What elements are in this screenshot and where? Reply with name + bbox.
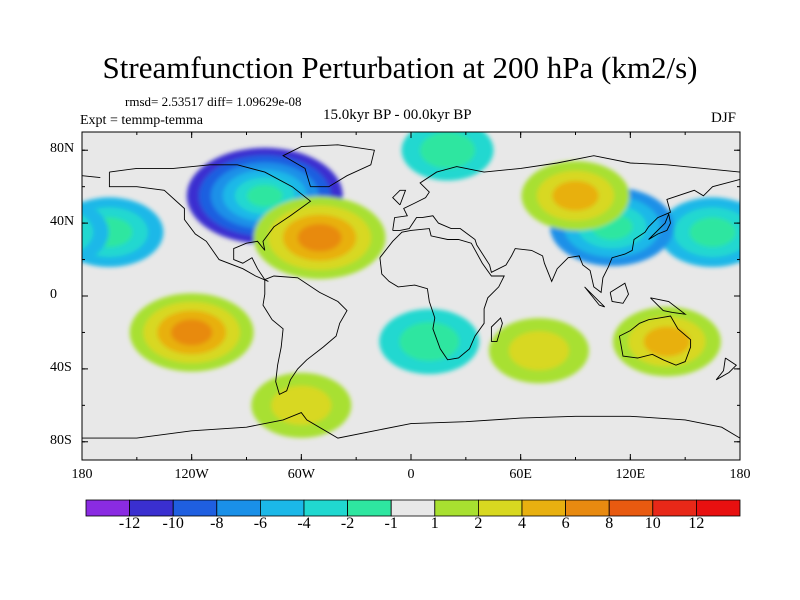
colorbar-tick-label: -4 xyxy=(297,515,311,532)
colorbar-tick-label: 12 xyxy=(688,515,705,532)
lon-label: 180 xyxy=(71,467,93,482)
field-contour xyxy=(643,326,691,357)
colorbar-swatch xyxy=(652,499,697,517)
coastline xyxy=(618,315,692,366)
lon-label: 60W xyxy=(287,467,315,482)
colorbar-swatch xyxy=(172,499,218,517)
coastlines xyxy=(82,144,740,439)
colorbar-tick-label: -10 xyxy=(162,515,184,532)
field-contour xyxy=(399,321,460,362)
colorbar-swatch xyxy=(347,499,392,517)
coastline xyxy=(490,317,503,343)
coastline xyxy=(609,282,629,304)
lat-label: 0 xyxy=(50,287,57,302)
coastline xyxy=(715,357,738,381)
colorbar-swatch xyxy=(521,499,566,517)
chart-title: Streamfunction Perturbation at 200 hPa (… xyxy=(102,50,698,85)
colorbar-tick-label: 8 xyxy=(605,515,614,532)
colorbar-swatch xyxy=(608,499,654,517)
colorbar-tick-label: -6 xyxy=(253,515,268,532)
experiment-label: Expt = temmp-temma xyxy=(80,113,203,128)
field-contour xyxy=(508,331,569,371)
colorbar-tick-label: 10 xyxy=(644,515,661,532)
colorbar-swatch xyxy=(565,499,610,517)
field-contour xyxy=(744,217,790,247)
colorbar-swatch xyxy=(434,499,479,517)
stats-text: rmsd= 2.53517 diff= 1.09629e-08 xyxy=(125,94,302,109)
lat-label: 80S xyxy=(50,432,72,448)
lat-label: 80N xyxy=(50,141,75,157)
colorbar-swatch xyxy=(303,499,348,517)
colorbar-tick-label: -12 xyxy=(118,515,141,532)
field-contour xyxy=(552,180,599,211)
lon-label: 0 xyxy=(407,467,415,482)
coastline xyxy=(379,228,505,361)
axis-ticks xyxy=(81,132,741,460)
field-contour xyxy=(689,217,736,248)
lon-label: 180 xyxy=(729,467,751,482)
field-contour xyxy=(82,202,109,263)
period-label: 15.0kyr BP - 00.0kyr BP xyxy=(323,107,472,123)
coastline xyxy=(108,164,312,282)
coastline xyxy=(282,144,375,188)
colorbar-tick-label: -8 xyxy=(210,515,224,532)
lon-label: 60E xyxy=(509,467,532,482)
coastline xyxy=(650,297,687,315)
coastline xyxy=(392,178,740,294)
colorbar-swatch xyxy=(259,499,305,517)
field-contour xyxy=(297,223,342,252)
field-layer xyxy=(82,132,790,460)
coastline xyxy=(584,286,606,308)
lat-label: 40S xyxy=(50,359,72,375)
lon-label: 120E xyxy=(615,467,646,482)
colorbar-swatch xyxy=(696,499,741,517)
coastline xyxy=(262,275,348,396)
coastline xyxy=(82,175,101,179)
season-label: DJF xyxy=(711,110,737,126)
colorbar-tick-label: 6 xyxy=(561,515,570,532)
coastline xyxy=(392,189,407,206)
colorbar-tick-label: 4 xyxy=(518,515,526,532)
colorbar-swatch xyxy=(216,499,261,517)
lat-label: 40N xyxy=(50,214,75,230)
colorbar-swatch xyxy=(477,499,523,517)
colorbar-tick-label: 1 xyxy=(430,515,439,532)
colorbar-tick-label: -2 xyxy=(340,515,355,532)
colorbar xyxy=(85,499,741,517)
colorbar-tick-label: -1 xyxy=(384,515,398,532)
field-contour xyxy=(419,132,476,169)
colorbar-swatch xyxy=(390,499,436,517)
colorbar-swatch xyxy=(129,499,174,517)
lon-label: 120W xyxy=(174,467,209,482)
field-contour xyxy=(271,385,332,425)
field-contour xyxy=(246,184,283,207)
coastline xyxy=(648,212,671,240)
coastline xyxy=(82,412,740,439)
field-contour xyxy=(171,319,213,346)
colorbar-tick-label: 2 xyxy=(474,515,483,532)
colorbar-swatch xyxy=(85,499,130,517)
coastline xyxy=(392,155,740,231)
